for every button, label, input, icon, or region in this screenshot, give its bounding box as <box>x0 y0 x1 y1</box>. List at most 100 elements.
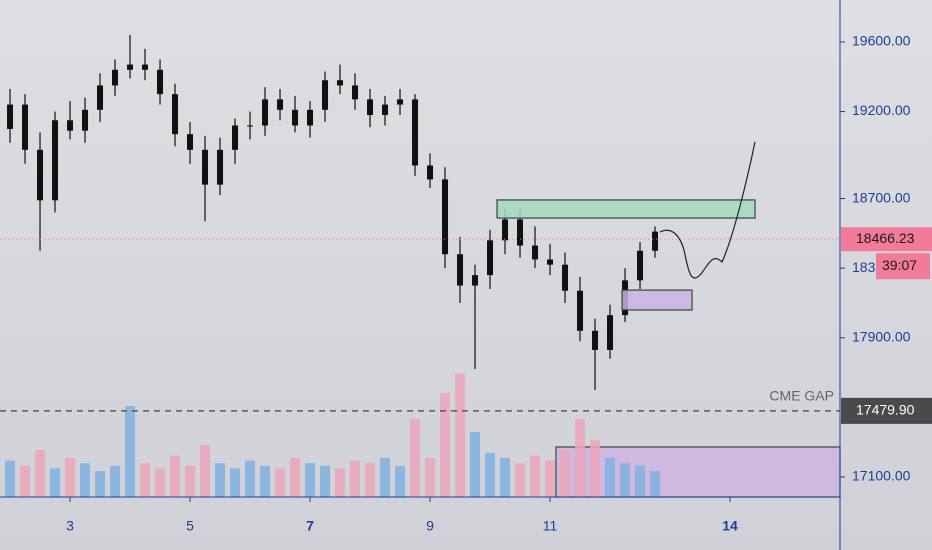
volume-bar <box>635 465 646 497</box>
y-tick-label: 19200.00 <box>852 102 911 118</box>
volume-bar <box>260 465 271 497</box>
volume-bar <box>560 450 571 497</box>
candle-body <box>157 69 164 95</box>
volume-bar <box>5 460 16 497</box>
volume-bar <box>485 452 496 497</box>
volume-bar <box>605 458 616 497</box>
volume-pane <box>5 373 661 497</box>
y-tick-label: 19600.00 <box>852 33 911 49</box>
y-tick-label: 18700.00 <box>852 189 911 205</box>
candle-body <box>292 109 299 126</box>
volume-bar <box>140 463 151 497</box>
price-label-box <box>841 227 932 252</box>
x-tick-label: 3 <box>66 518 74 534</box>
candle-body <box>202 149 209 185</box>
volume-bar <box>410 419 421 497</box>
candle-body <box>277 99 284 110</box>
volume-bar <box>575 419 586 497</box>
x-tick-label: 9 <box>426 518 434 534</box>
candle-body <box>82 109 89 131</box>
volume-bar <box>35 450 46 497</box>
candle-body <box>97 85 104 110</box>
candle-body <box>307 109 314 126</box>
candle-body <box>232 125 239 150</box>
candle-body <box>562 264 569 291</box>
volume-bar <box>65 458 76 497</box>
volume-bar <box>320 465 331 497</box>
volume-bar <box>305 463 316 497</box>
volume-bar <box>380 458 391 497</box>
candle-body <box>592 330 599 350</box>
candle-body <box>637 250 644 281</box>
candle-body <box>337 80 344 86</box>
candle-body <box>112 69 119 86</box>
candle-body <box>127 64 134 70</box>
volume-bar <box>20 465 31 497</box>
candle-body <box>322 80 329 110</box>
volume-bar <box>515 463 526 497</box>
x-tick-label: 14 <box>722 518 738 534</box>
volume-bar <box>290 458 301 497</box>
candle-body <box>67 120 74 131</box>
candle-body <box>487 240 494 276</box>
candle-body <box>652 231 659 251</box>
candle-body <box>247 125 254 127</box>
candle-body <box>217 149 224 185</box>
volume-bar <box>650 471 661 497</box>
candle-body <box>352 85 359 100</box>
volume-bar <box>500 458 511 497</box>
volume-bar <box>125 406 136 497</box>
volume-bar <box>590 439 601 497</box>
price-label: 18466.23 <box>856 230 915 246</box>
volume-bar <box>80 463 91 497</box>
candle-body <box>22 104 29 150</box>
gap-label-box <box>841 397 932 424</box>
volume-bar <box>95 471 106 497</box>
candle-body <box>472 275 479 286</box>
projection-path <box>659 141 756 279</box>
price-labels: 18466.23 39:07 17479.90 <box>841 227 932 424</box>
candle-body <box>7 104 14 129</box>
volume-bar <box>395 465 406 497</box>
volume-bar <box>50 468 61 497</box>
candle-body <box>142 64 149 70</box>
gap-label: CME GAP <box>769 388 834 404</box>
volume-bar <box>440 393 451 497</box>
candle-body <box>52 120 59 201</box>
candle-body <box>262 99 269 126</box>
volume-bar <box>470 432 481 497</box>
countdown-box <box>876 253 930 280</box>
volume-bar <box>335 468 346 497</box>
zone <box>496 199 756 219</box>
y-tick-label: 17100.00 <box>852 468 911 484</box>
candle-body <box>412 99 419 166</box>
candle-body <box>577 290 584 331</box>
candle-body <box>532 245 539 260</box>
candle-body <box>547 259 554 265</box>
candle-body <box>502 219 509 241</box>
candle-body <box>442 179 449 255</box>
candle-body <box>367 99 374 116</box>
candle-body <box>382 104 389 116</box>
volume-bar <box>350 460 361 497</box>
volume-bar <box>455 373 466 497</box>
candle-body <box>172 94 179 135</box>
x-tick-label: 7 <box>306 518 314 534</box>
volume-bar <box>230 468 241 497</box>
candle-body <box>37 149 44 201</box>
price-pane: CME GAP <box>0 34 840 412</box>
volume-bar <box>170 455 181 497</box>
candle-body <box>607 315 614 350</box>
x-tick-label: 5 <box>186 518 194 534</box>
volume-bar <box>200 445 211 497</box>
volume-bar <box>275 468 286 497</box>
zone <box>621 289 693 311</box>
candle-body <box>397 99 404 105</box>
volume-bar <box>245 460 256 497</box>
gap-value-label: 17479.90 <box>856 402 915 418</box>
x-tick-label: 11 <box>543 518 558 534</box>
candle-body <box>427 165 434 180</box>
candle-body <box>517 219 524 246</box>
